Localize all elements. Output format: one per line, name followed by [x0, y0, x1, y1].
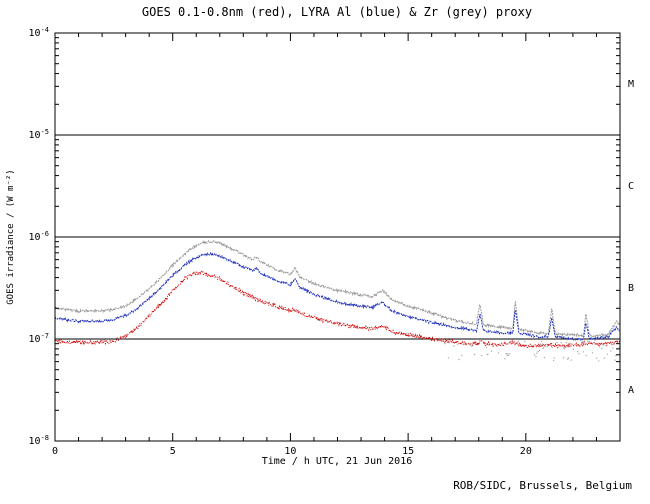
scatter-dot-zr-low-scatter	[469, 344, 471, 346]
scatter-dot-zr-low-scatter	[533, 354, 536, 356]
scatter-dot-zr-low-scatter	[600, 347, 603, 350]
scatter-dot-zr-low-scatter	[540, 344, 542, 346]
scatter-dot-zr-low-scatter	[507, 354, 510, 356]
scatter-dot-zr-low-scatter	[448, 342, 450, 344]
scatter-dot-zr-low-scatter	[587, 341, 589, 343]
scatter-dot-zr-low-scatter	[543, 356, 546, 359]
scatter-dot-zr-low-scatter	[544, 345, 546, 348]
scatter-dot-zr-low-scatter	[576, 351, 579, 353]
scatter-dot-zr-low-scatter	[581, 341, 584, 343]
scatter-dot-zr-low-scatter	[598, 346, 601, 348]
scatter-dot-zr-low-scatter	[487, 353, 489, 355]
scatter-dot-zr-low-scatter	[578, 353, 580, 355]
scatter-dot-zr-low-scatter	[470, 342, 472, 344]
scatter-dot-zr-low-scatter	[456, 343, 459, 345]
series-lyra-zr-proxy	[54, 239, 621, 338]
scatter-dot-zr-low-scatter	[614, 359, 616, 361]
scatter-dot-zr-low-scatter	[552, 359, 555, 362]
y-tick-label: 10-4	[29, 26, 49, 39]
x-tick-label: 20	[520, 446, 532, 457]
scatter-dot-zr-low-scatter	[504, 358, 506, 360]
series-goes-xray	[54, 270, 621, 350]
chart-title: GOES 0.1-0.8nm (red), LYRA Al (blue) & Z…	[142, 5, 532, 19]
flare-class-label: B	[628, 283, 634, 294]
scatter-dot-zr-low-scatter	[458, 358, 460, 361]
x-tick-label: 0	[52, 446, 58, 457]
scatter-dot-zr-low-scatter	[497, 352, 500, 354]
scatter-dot-zr-low-scatter	[461, 354, 463, 357]
scatter-dot-zr-low-scatter	[507, 353, 509, 355]
scatter-dot-zr-low-scatter	[567, 357, 570, 359]
scatter-dot-zr-low-scatter	[447, 357, 450, 359]
scatter-dot-zr-low-scatter	[546, 346, 548, 348]
y-tick-label: 10-5	[29, 128, 49, 141]
scatter-dot-zr-low-scatter	[565, 341, 567, 344]
scatter-dot-zr-low-scatter	[505, 352, 507, 355]
y-tick-label: 10-6	[29, 230, 49, 243]
scatter-dot-zr-low-scatter	[585, 354, 587, 357]
scatter-dot-zr-low-scatter	[538, 349, 541, 352]
scatter-dot-zr-low-scatter	[572, 348, 575, 350]
scatter-dot-zr-low-scatter	[512, 341, 515, 343]
scatter-dot-zr-low-scatter	[562, 357, 565, 359]
scatter-dot-zr-low-scatter	[553, 357, 555, 359]
scatter-dot-zr-low-scatter	[536, 352, 538, 354]
series-lyra-al-proxy	[54, 251, 621, 342]
plot-area: 0 5 10 15 20 10-4 10-5 10-6 10-7 10-8 M C B A	[29, 26, 635, 457]
scatter-dot-zr-low-scatter	[509, 353, 511, 355]
x-tick-label: 15	[402, 446, 414, 457]
scatter-dot-zr-low-scatter	[582, 351, 584, 353]
scatter-dot-zr-low-scatter	[543, 347, 545, 349]
scatter-dot-zr-low-scatter	[610, 350, 612, 352]
scatter-dot-zr-low-scatter	[524, 340, 526, 343]
scatter-dot-zr-low-scatter	[606, 353, 608, 355]
scatter-dot-zr-low-scatter	[596, 357, 598, 359]
scatter-dot-zr-low-scatter	[490, 350, 493, 352]
scatter-dot-zr-low-scatter	[591, 352, 594, 354]
scatter-dot-zr-low-scatter	[453, 345, 455, 347]
scatter-dot-zr-low-scatter	[583, 341, 585, 343]
scatter-dot-zr-low-scatter	[506, 355, 508, 357]
credit-text: ROB/SIDC, Brussels, Belgium	[453, 479, 632, 492]
scatter-dot-zr-low-scatter	[444, 343, 446, 345]
scatter-dot-zr-low-scatter	[473, 353, 476, 356]
scatter-dot-zr-low-scatter	[480, 354, 483, 357]
flare-class-label: A	[628, 385, 634, 396]
y-tick-label: 10-8	[29, 434, 49, 447]
y-tick-label: 10-7	[29, 332, 49, 345]
scatter-dot-zr-low-scatter	[612, 342, 615, 344]
scatter-dot-zr-low-scatter	[605, 345, 607, 347]
scatter-dot-zr-low-scatter	[517, 340, 519, 342]
x-tick-label: 5	[170, 446, 176, 457]
scatter-dot-zr-low-scatter	[598, 360, 600, 362]
scatter-dot-zr-low-scatter	[537, 351, 539, 353]
scatter-dot-zr-low-scatter	[541, 343, 543, 345]
scatter-dot-zr-low-scatter	[603, 357, 606, 359]
scatter-dot-zr-low-scatter	[569, 342, 571, 344]
scatter-dot-zr-low-scatter	[556, 341, 558, 344]
scatter-dot-zr-low-scatter	[535, 355, 537, 358]
scatter-dot-zr-low-scatter	[499, 343, 501, 345]
x-tick-label: 10	[284, 446, 296, 457]
scatter-dot-zr-low-scatter	[602, 344, 604, 346]
flare-class-label: M	[628, 79, 634, 90]
scatter-dot-zr-low-scatter	[570, 359, 572, 361]
scatter-dot-zr-low-scatter	[560, 342, 563, 344]
scatter-dot-zr-low-scatter	[612, 347, 614, 349]
scatter-dot-zr-low-scatter	[567, 358, 569, 360]
scatter-dot-zr-low-scatter	[540, 340, 543, 343]
scatter-dot-zr-low-scatter	[551, 347, 553, 349]
scatter-dot-zr-low-scatter	[471, 345, 473, 347]
x-axis-label: Time / h UTC, 21 Jun 2016	[262, 456, 413, 467]
y-axis-label: GOES irradiance / (W m⁻²)	[6, 169, 16, 304]
scatter-dot-zr-low-scatter	[485, 346, 488, 349]
scatter-dot-zr-low-scatter	[563, 347, 565, 349]
scatter-dot-zr-low-scatter	[588, 340, 591, 343]
flare-class-label: C	[628, 181, 634, 192]
